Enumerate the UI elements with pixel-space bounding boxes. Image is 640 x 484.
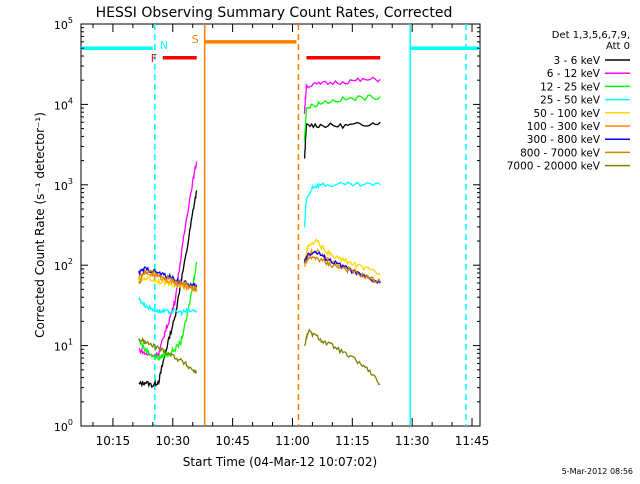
legend-label: 100 - 300 keV <box>527 121 601 133</box>
series-line <box>138 161 198 359</box>
y-tick-label: 105 <box>54 16 73 32</box>
y-tick-label: 102 <box>54 257 73 273</box>
legend-label: 3 - 6 keV <box>553 55 600 67</box>
x-tick-label: 11:00 <box>275 434 310 448</box>
series-line <box>138 337 197 374</box>
x-tick-label: 11:15 <box>335 434 370 448</box>
legend-header: Det 1,3,5,6,7,9, <box>552 30 630 41</box>
series-line <box>303 76 381 114</box>
flag-label: S <box>192 33 199 46</box>
y-tick-label: 100 <box>54 418 73 434</box>
x-tick-label: 11:30 <box>395 434 430 448</box>
series-line <box>303 94 381 142</box>
flag-label: F <box>151 52 157 65</box>
y-tick-label: 101 <box>54 338 73 354</box>
x-tick-label: 10:30 <box>155 434 190 448</box>
x-tick-label: 11:45 <box>455 434 490 448</box>
y-tick-label: 104 <box>54 96 73 112</box>
legend-label: 50 - 100 keV <box>533 108 600 120</box>
series-line <box>303 328 381 385</box>
series-line <box>138 296 198 317</box>
legend-label: 7000 - 20000 keV <box>507 161 601 173</box>
series-line <box>138 269 198 292</box>
chart-title: HESSI Observing Summary Count Rates, Cor… <box>96 5 453 21</box>
legend-label: 300 - 800 keV <box>527 134 601 146</box>
legend-label: 800 - 7000 keV <box>520 147 601 159</box>
legend-header: Att 0 <box>606 41 630 52</box>
series-line <box>303 250 381 285</box>
x-tick-label: 10:15 <box>96 434 131 448</box>
series-line <box>303 181 381 228</box>
legend-label: 25 - 50 keV <box>540 95 601 107</box>
y-tick-label: 103 <box>54 177 73 193</box>
series-line <box>303 254 381 283</box>
series-line <box>138 190 198 389</box>
series-line <box>303 237 381 275</box>
flag-label: N <box>160 39 168 52</box>
series-line <box>138 261 198 362</box>
y-axis-label: Corrected Count Rate (s⁻¹ detector⁻¹) <box>33 112 47 338</box>
legend-label: 12 - 25 keV <box>540 81 601 93</box>
plot-frame <box>80 23 481 427</box>
x-axis-label: Start Time (04-Mar-12 10:07:02) <box>183 455 377 469</box>
footer-timestamp: 5-Mar-2012 08:56 <box>562 467 633 476</box>
x-tick-label: 10:45 <box>215 434 250 448</box>
series-line <box>303 121 381 159</box>
legend-label: 6 - 12 keV <box>547 68 601 80</box>
